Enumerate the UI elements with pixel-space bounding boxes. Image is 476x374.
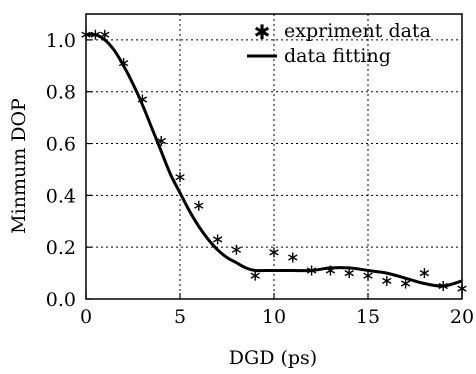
y-tick-label: 0.4 [46, 185, 76, 207]
y-tick-label: 0.0 [46, 289, 76, 311]
data-point [90, 29, 101, 40]
data-point-stroke [269, 249, 279, 256]
y-tick-label: 0.6 [46, 134, 76, 156]
data-point [100, 29, 110, 40]
plot-frame [85, 13, 463, 300]
data-point-stroke [231, 246, 242, 253]
data-point-stroke [419, 269, 430, 277]
x-tick-label: 0 [80, 306, 92, 328]
data-point [288, 252, 298, 263]
data-point-stroke [306, 267, 317, 274]
data-point [194, 200, 204, 211]
data-point-stroke [137, 96, 148, 103]
data-point-stroke [325, 267, 336, 274]
data-point [400, 278, 411, 289]
data-point-stroke [118, 60, 129, 67]
data-point-stroke [250, 272, 260, 279]
data-point [344, 268, 354, 279]
data-point-stroke [382, 277, 392, 285]
data-point [175, 172, 185, 183]
x-tick-label: 10 [262, 306, 286, 328]
y-tick-label: 0.8 [46, 82, 76, 104]
data-point-stroke [156, 137, 166, 145]
data-point [306, 265, 317, 276]
legend-label-fitting: data fitting [284, 45, 391, 67]
data-point [118, 58, 129, 69]
x-axis-label: DGD (ps) [229, 347, 317, 369]
legend: ✱ expriment data data fitting [247, 20, 431, 67]
x-tick-label: 20 [450, 306, 474, 328]
data-point [212, 234, 223, 245]
data-point [250, 270, 260, 281]
data-point-stroke [344, 269, 354, 277]
data-point [325, 265, 336, 276]
x-tick-label: 5 [174, 306, 186, 328]
data-point [382, 275, 392, 286]
data-point [363, 270, 373, 281]
legend-label-experiment: expriment data [284, 20, 431, 42]
data-point-stroke [438, 282, 448, 290]
data-point [137, 94, 148, 105]
fit-line-group [85, 32, 463, 288]
x-tick-label: 15 [356, 306, 380, 328]
data-point-stroke [175, 174, 185, 181]
fit-line [85, 32, 463, 288]
data-point-stroke [212, 236, 223, 243]
data-point [438, 281, 448, 291]
y-tick-label: 1.0 [46, 30, 76, 52]
data-point [156, 136, 166, 146]
data-point [269, 247, 279, 258]
data-point-stroke [363, 272, 373, 279]
data-point-stroke [400, 280, 411, 287]
y-tick-label: 0.2 [46, 237, 76, 259]
legend-marker-asterisk: ✱ [254, 20, 271, 44]
data-point-stroke [288, 254, 298, 261]
data-point-stroke [100, 31, 110, 38]
data-point-stroke [90, 31, 101, 38]
tick-labels: 0 5 10 15 20 0.0 0.2 0.4 0.6 0.8 1.0 [46, 30, 474, 328]
data-point-stroke [194, 202, 204, 209]
data-point [231, 244, 242, 255]
data-point [419, 268, 430, 279]
y-axis-label: Minmum DOP [8, 98, 30, 234]
